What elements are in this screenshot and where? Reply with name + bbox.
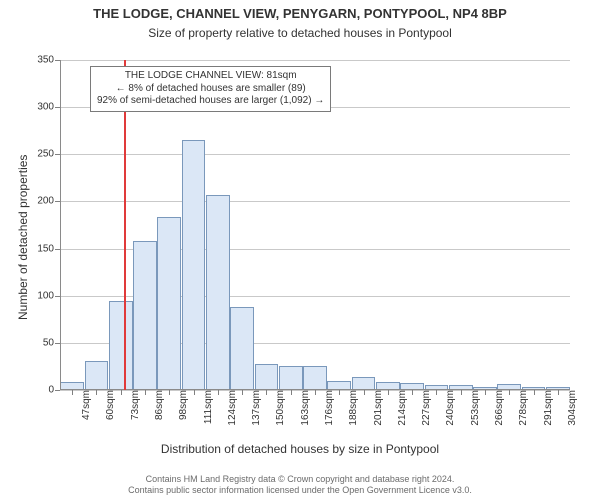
histogram-bar [230, 307, 254, 390]
gridline [60, 60, 570, 61]
histogram-bar [109, 301, 133, 390]
annotation-line: ← 8% of detached houses are smaller (89) [97, 83, 324, 96]
histogram-bar [255, 364, 279, 390]
histogram-bar [133, 241, 157, 390]
x-tick-label: 86sqm [148, 390, 165, 420]
x-tick-label: 253sqm [464, 390, 481, 426]
x-tick-mark [558, 390, 559, 395]
x-tick-mark [364, 390, 365, 395]
x-tick-mark [412, 390, 413, 395]
gridline [60, 201, 570, 202]
x-tick-mark [145, 390, 146, 395]
x-tick-label: 150sqm [269, 390, 286, 426]
attribution-line-2: Contains public sector information licen… [4, 485, 596, 496]
x-tick-label: 240sqm [439, 390, 456, 426]
x-tick-label: 291sqm [537, 390, 554, 426]
x-tick-mark [461, 390, 462, 395]
y-axis-line [60, 60, 61, 390]
histogram-bar [206, 195, 230, 390]
plot-area: 05010015020025030035047sqm60sqm73sqm86sq… [60, 60, 570, 390]
x-tick-label: 227sqm [415, 390, 432, 426]
x-tick-label: 124sqm [221, 390, 238, 426]
x-tick-mark [436, 390, 437, 395]
histogram-bar [85, 361, 109, 390]
x-tick-label: 163sqm [294, 390, 311, 426]
chart-subtitle: Size of property relative to detached ho… [0, 26, 600, 40]
x-tick-label: 266sqm [488, 390, 505, 426]
x-tick-mark [534, 390, 535, 395]
x-tick-mark [291, 390, 292, 395]
histogram-bar [303, 366, 327, 390]
x-tick-label: 304sqm [561, 390, 578, 426]
y-axis-label: Number of detached properties [16, 155, 30, 320]
x-tick-mark [169, 390, 170, 395]
annotation-line: 92% of semi-detached houses are larger (… [97, 95, 324, 108]
x-tick-mark [388, 390, 389, 395]
x-tick-mark [485, 390, 486, 395]
x-axis-label: Distribution of detached houses by size … [0, 442, 600, 456]
x-tick-label: 137sqm [245, 390, 262, 426]
x-tick-label: 188sqm [342, 390, 359, 426]
x-tick-mark [339, 390, 340, 395]
chart-title: THE LODGE, CHANNEL VIEW, PENYGARN, PONTY… [0, 6, 600, 21]
x-tick-mark [242, 390, 243, 395]
histogram-bar [157, 217, 181, 390]
x-tick-mark [266, 390, 267, 395]
x-tick-label: 98sqm [172, 390, 189, 420]
annotation-box: THE LODGE CHANNEL VIEW: 81sqm← 8% of det… [90, 66, 331, 112]
x-tick-label: 111sqm [197, 390, 214, 424]
attribution: Contains HM Land Registry data © Crown c… [0, 472, 600, 500]
chart-container: THE LODGE, CHANNEL VIEW, PENYGARN, PONTY… [0, 0, 600, 500]
x-tick-mark [194, 390, 195, 395]
histogram-bar [279, 366, 303, 391]
x-tick-label: 73sqm [124, 390, 141, 420]
x-tick-mark [509, 390, 510, 395]
x-tick-label: 60sqm [99, 390, 116, 420]
x-tick-label: 176sqm [318, 390, 335, 426]
x-tick-mark [121, 390, 122, 395]
x-tick-label: 201sqm [367, 390, 384, 426]
gridline [60, 154, 570, 155]
x-tick-mark [96, 390, 97, 395]
y-tick-mark [55, 390, 60, 391]
x-tick-label: 214sqm [391, 390, 408, 426]
x-tick-label: 47sqm [75, 390, 92, 420]
x-tick-mark [218, 390, 219, 395]
attribution-line-1: Contains HM Land Registry data © Crown c… [4, 474, 596, 485]
x-tick-mark [72, 390, 73, 395]
x-tick-label: 278sqm [512, 390, 529, 426]
histogram-bar [182, 140, 206, 390]
x-axis-line [60, 389, 570, 390]
x-tick-mark [315, 390, 316, 395]
annotation-line: THE LODGE CHANNEL VIEW: 81sqm [97, 70, 324, 83]
